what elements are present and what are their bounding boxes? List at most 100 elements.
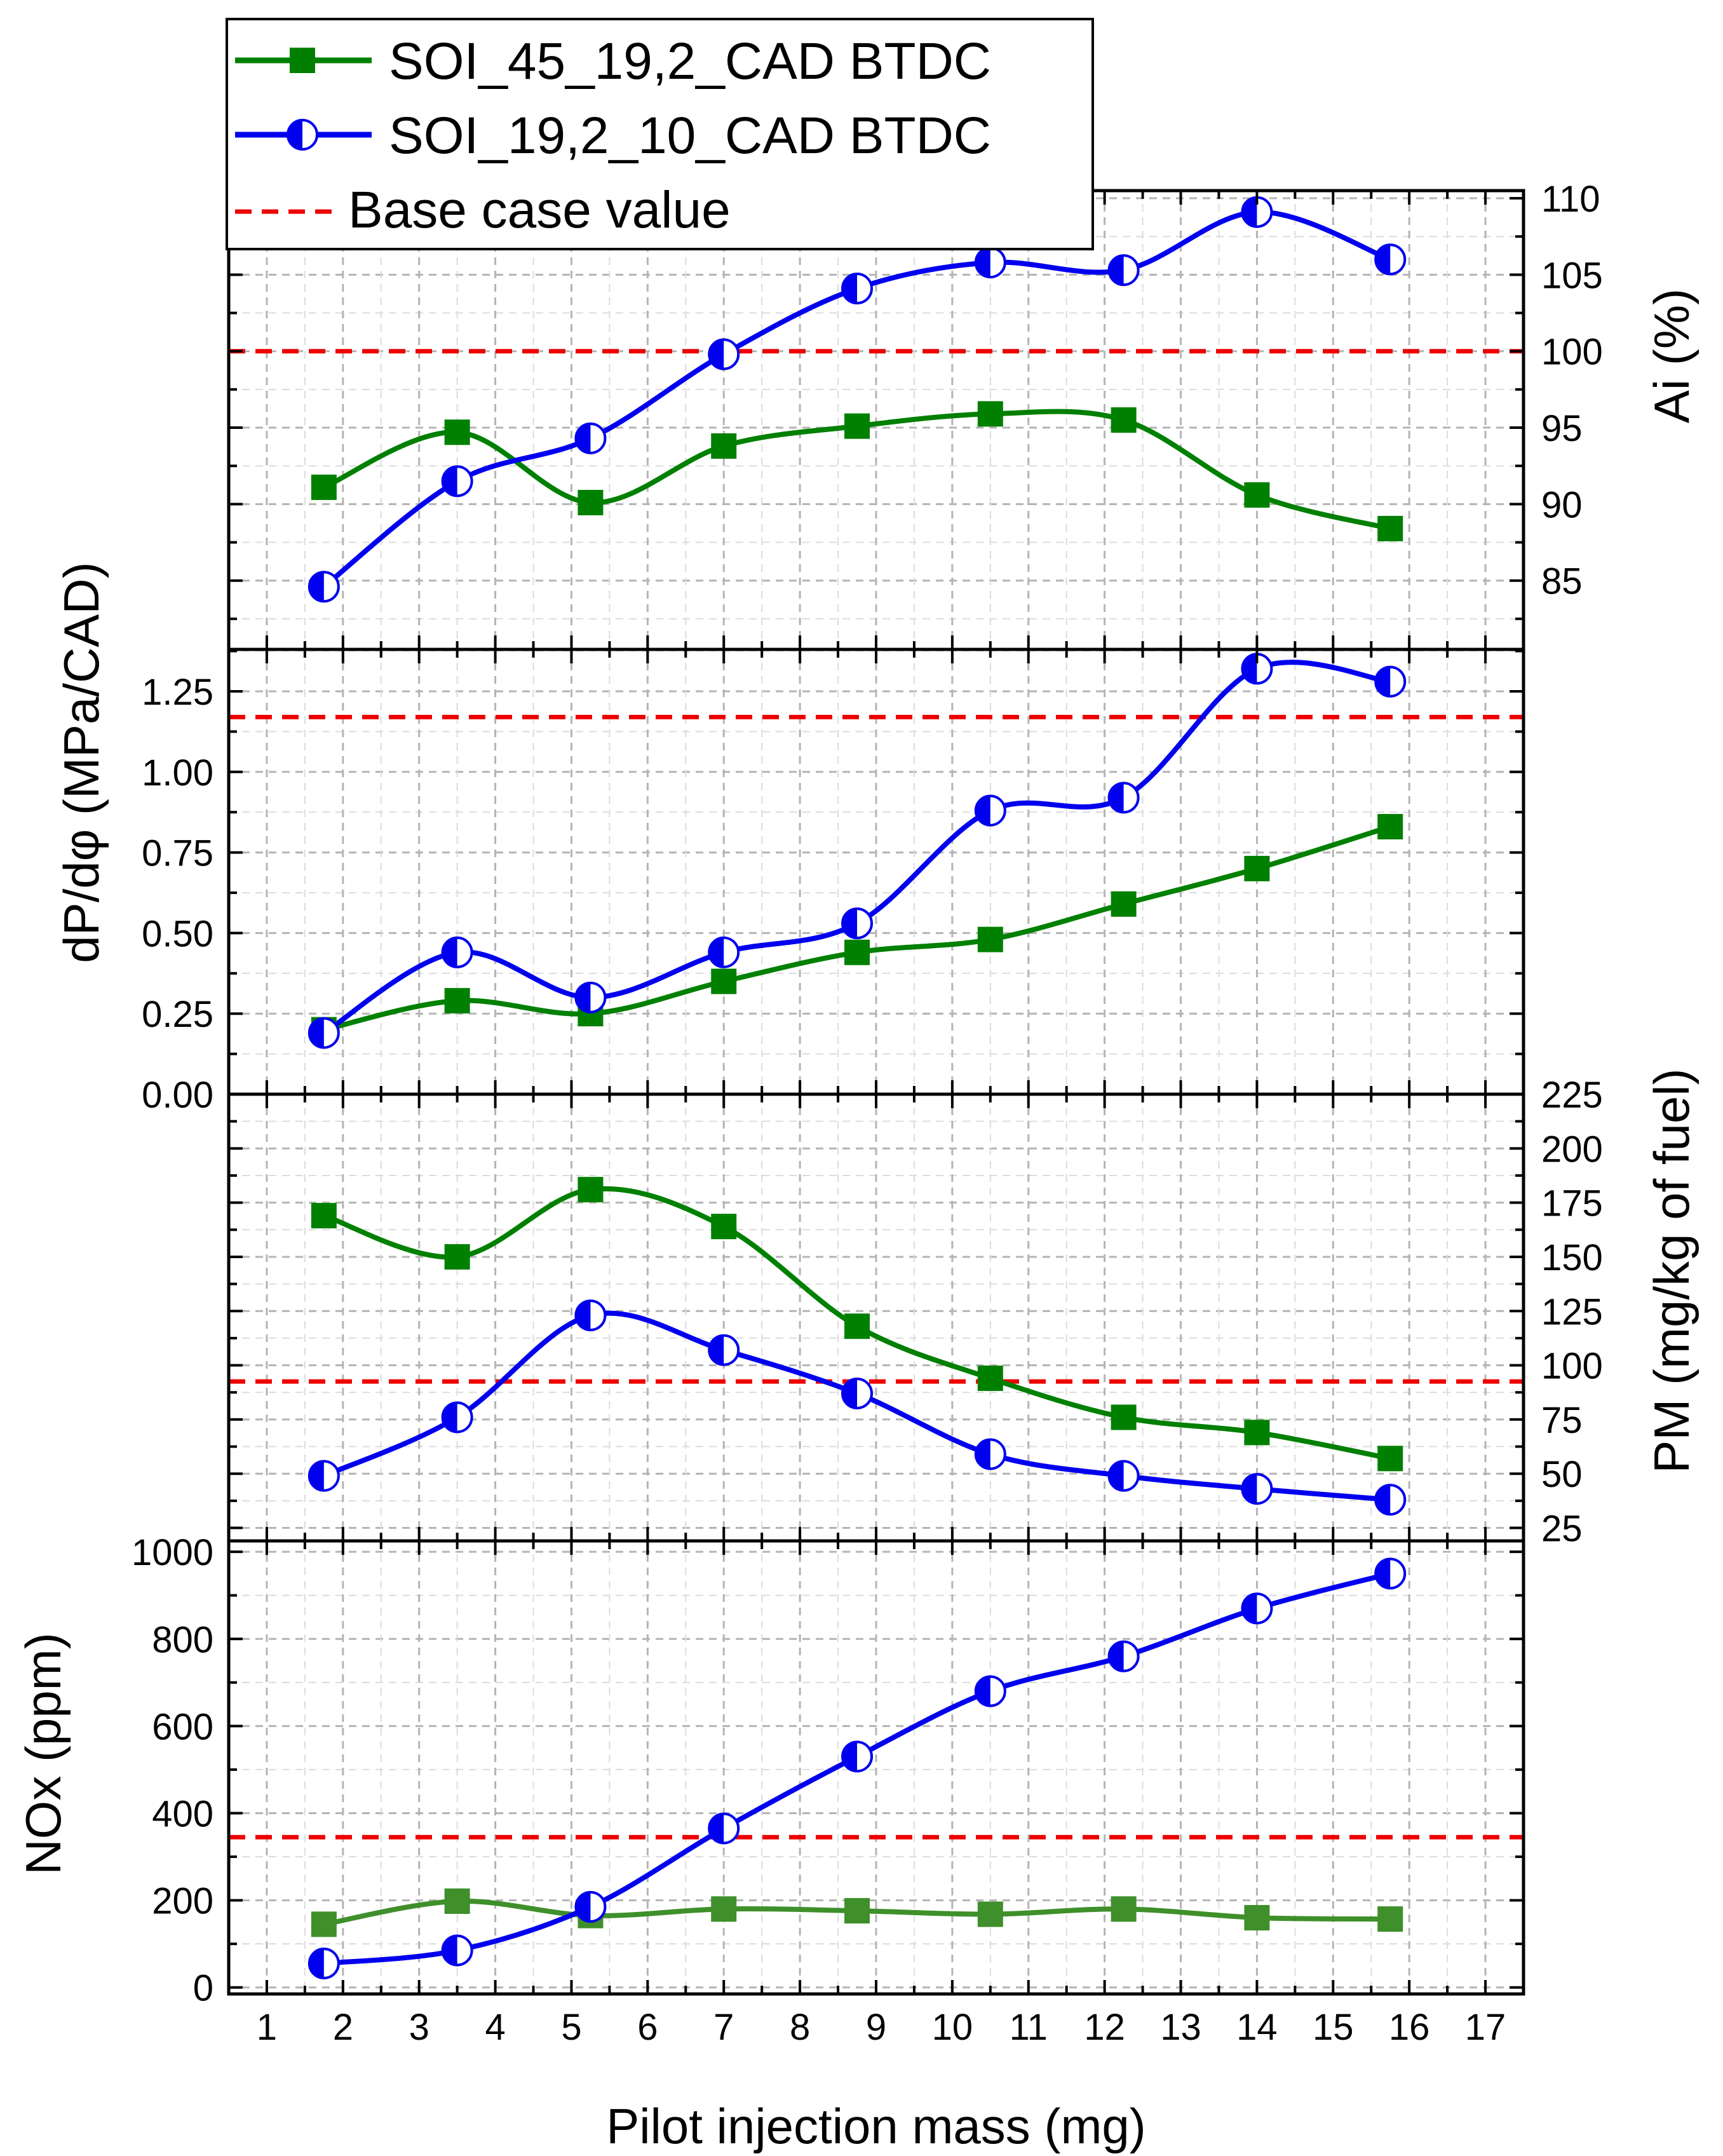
- point-s2-fill: [842, 1378, 858, 1408]
- point-s2-nox-8: [1374, 1557, 1407, 1590]
- point-s1-ai-1: [444, 419, 470, 445]
- point-s2-dpdphi-1: [441, 936, 473, 968]
- x-tick-label: 9: [866, 2007, 886, 2048]
- point-s2-ai-3: [708, 338, 740, 370]
- y-tick-label-ai: 105: [1541, 255, 1603, 296]
- point-s1-pm-8: [1377, 1446, 1403, 1472]
- point-s1-nox-4: [844, 1898, 870, 1924]
- point-s2-fill: [1109, 1461, 1124, 1491]
- y-tick-label-dpdphi: 0.75: [142, 833, 213, 874]
- legend-entry-series1: SOI_45_19,2_CAD BTDC: [235, 32, 991, 90]
- y-tick-label-pm: 25: [1541, 1509, 1583, 1550]
- point-s2-fill: [1375, 1485, 1391, 1515]
- y-axis-title-dpdphi: dP/dφ (MPa/CAD): [53, 562, 109, 963]
- point-s1-pm-4: [844, 1313, 870, 1339]
- y-axis-title-nox: NOx (ppm): [15, 1632, 71, 1875]
- point-s2-ai-6: [1107, 254, 1140, 287]
- point-s1-nox-5: [977, 1901, 1003, 1927]
- point-s1-pm-0: [311, 1203, 337, 1229]
- point-s2-fill: [576, 1892, 591, 1922]
- labels-layer: 8590951001051100.000.250.500.751.001.252…: [132, 179, 1603, 2048]
- point-s1-nox-3: [711, 1896, 737, 1922]
- y-tick-label-ai: 85: [1541, 561, 1583, 602]
- point-s2-fill: [309, 572, 324, 602]
- point-s1-ai-7: [1244, 482, 1270, 508]
- point-s1-ai-6: [1111, 407, 1137, 433]
- point-s2-fill: [576, 982, 591, 1012]
- point-s2-fill: [1242, 1594, 1257, 1624]
- x-tick-label: 8: [790, 2007, 810, 2048]
- point-s2-pm-4: [841, 1377, 874, 1409]
- legend-marker-series1: [290, 48, 315, 73]
- point-s2-fill: [442, 1402, 457, 1432]
- point-s2-fill: [1109, 1641, 1124, 1671]
- point-s2-fill: [309, 1949, 324, 1979]
- point-s1-ai-5: [977, 401, 1003, 427]
- x-tick-label: 11: [1010, 2007, 1048, 2048]
- point-s1-dpdphi-7: [1244, 855, 1270, 881]
- point-s2-nox-5: [974, 1675, 1006, 1707]
- y-tick-label-dpdphi: 0.25: [142, 994, 213, 1035]
- y-tick-label-pm: 175: [1541, 1183, 1603, 1224]
- y-tick-label-dpdphi: 1.25: [142, 672, 213, 713]
- point-s2-fill: [842, 909, 858, 939]
- x-tick-label: 15: [1313, 2007, 1354, 2048]
- point-s2-dpdphi-6: [1107, 782, 1140, 814]
- y-tick-label-nox: 800: [152, 1619, 213, 1660]
- point-s1-ai-8: [1377, 515, 1403, 541]
- point-s2-fill: [709, 937, 724, 967]
- point-s2-ai-1: [441, 465, 473, 498]
- x-tick-label: 10: [932, 2007, 973, 2048]
- point-s2-ai-7: [1241, 196, 1273, 228]
- point-s2-ai-2: [574, 422, 607, 454]
- y-tick-label-ai: 95: [1541, 408, 1583, 449]
- point-s2-fill: [576, 423, 591, 453]
- x-tick-label: 17: [1465, 2007, 1506, 2048]
- y-axis-title-ai: Ai (%): [1644, 288, 1699, 423]
- y-tick-label-ai: 90: [1541, 484, 1583, 525]
- y-tick-label-pm: 50: [1541, 1454, 1583, 1495]
- legend: SOI_45_19,2_CAD BTDC SOI_19,2_10_CAD BTD…: [226, 18, 1094, 250]
- point-s2-fill: [975, 1676, 990, 1706]
- point-s2-ai-0: [307, 571, 340, 603]
- point-s1-dpdphi-4: [844, 939, 870, 965]
- x-tick-label: 4: [485, 2007, 505, 2048]
- point-s2-fill: [709, 339, 724, 369]
- point-s2-fill: [1242, 1474, 1257, 1504]
- y-tick-label-pm: 125: [1541, 1291, 1603, 1332]
- point-s1-dpdphi-1: [444, 987, 470, 1014]
- point-s2-fill: [1375, 667, 1391, 696]
- x-tick-label: 13: [1160, 2007, 1201, 2048]
- y-tick-label-pm: 75: [1541, 1400, 1583, 1441]
- markers-layer: [307, 196, 1407, 1980]
- x-tick-label: 1: [257, 2007, 277, 2048]
- x-axis-title: Pilot injection mass (mg): [606, 2098, 1146, 2154]
- x-tick-label: 2: [333, 2007, 353, 2048]
- point-s1-nox-1: [444, 1888, 470, 1914]
- y-tick-label-dpdphi: 0.50: [142, 913, 213, 954]
- point-s2-pm-7: [1241, 1473, 1273, 1505]
- legend-marker-series2-fill: [288, 120, 302, 149]
- series-line-2-ai: [322, 209, 1391, 589]
- point-s2-dpdphi-3: [708, 936, 740, 968]
- point-s2-fill: [709, 1814, 724, 1843]
- point-s2-fill: [1109, 255, 1124, 285]
- point-s2-fill: [1375, 1559, 1391, 1589]
- y-tick-label-nox: 400: [152, 1793, 213, 1834]
- point-s2-fill: [442, 937, 457, 967]
- point-s1-pm-1: [444, 1244, 470, 1270]
- point-s1-nox-6: [1111, 1896, 1137, 1922]
- point-s2-fill: [309, 1461, 324, 1491]
- point-s1-ai-3: [711, 433, 737, 459]
- y-tick-label-nox: 1000: [132, 1532, 213, 1573]
- point-s2-pm-2: [574, 1299, 607, 1332]
- point-s2-fill: [1109, 783, 1124, 813]
- point-s2-dpdphi-5: [974, 794, 1006, 827]
- x-tick-label: 7: [713, 2007, 734, 2048]
- x-tick-label: 16: [1389, 2007, 1430, 2048]
- point-s1-nox-7: [1244, 1905, 1270, 1931]
- point-s2-fill: [975, 796, 990, 825]
- point-s2-nox-1: [441, 1934, 473, 1967]
- point-s2-fill: [1242, 654, 1257, 684]
- base-lines-layer: [229, 349, 1524, 1840]
